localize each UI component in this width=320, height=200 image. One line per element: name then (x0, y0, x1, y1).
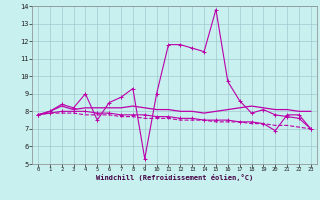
X-axis label: Windchill (Refroidissement éolien,°C): Windchill (Refroidissement éolien,°C) (96, 174, 253, 181)
